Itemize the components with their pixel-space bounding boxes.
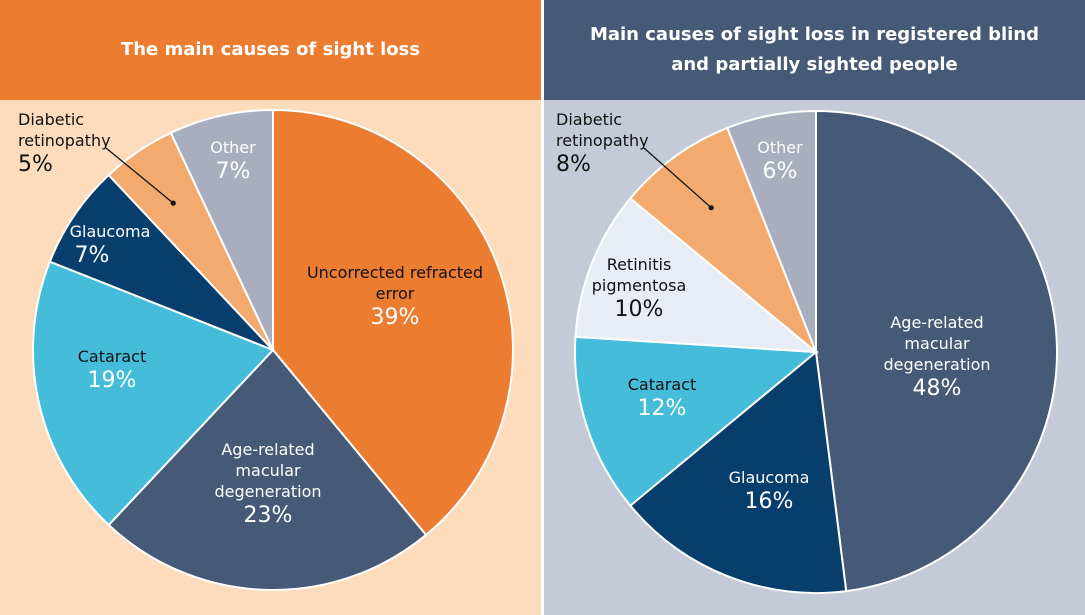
slice-label-group-age-related-macular-degeneration: Age-related macular degeneration 23% [214, 440, 321, 528]
slice-label-group-glaucoma: Glaucoma 7% [70, 222, 151, 268]
leader-line [105, 147, 174, 204]
leader-dot [708, 205, 714, 211]
slice-label: Retinitis [607, 255, 672, 274]
pie-slice-glaucoma [48, 173, 274, 351]
pie-slice-glaucoma [628, 350, 848, 594]
panel-registered-causes: Main causes of sight loss in registered … [544, 0, 1085, 615]
slice-label: Diabetic [18, 110, 84, 129]
pie-slice-other [169, 108, 274, 351]
chart-title-main-causes: The main causes of sight loss [0, 0, 541, 100]
slice-label-group-other: Other 7% [210, 138, 256, 184]
leader-dot [170, 200, 176, 206]
slice-label-group-diabetic-retinopathy: Diabetic retinopathy 5% [18, 110, 176, 206]
panel-main-causes: The main causes of sight loss Uncorrecte… [0, 0, 541, 615]
slice-value-label: 19% [88, 368, 137, 393]
slice-label: Age-related [221, 440, 314, 459]
slice-value-label: 23% [244, 503, 293, 528]
slice-label: Cataract [628, 375, 697, 394]
slice-value-label: 10% [615, 297, 664, 322]
slice-label-group-uncorrected-refracted-error: Uncorrected refracted error 39% [307, 263, 483, 330]
slice-value-label: 7% [75, 243, 110, 268]
slice-value-label: 48% [913, 376, 962, 401]
pie-slice-diabetic-retinopathy [628, 126, 817, 353]
slice-label: Other [757, 138, 803, 157]
slice-label: retinopathy [556, 131, 649, 150]
slice-label: Diabetic [556, 110, 622, 129]
slice-label: retinopathy [18, 131, 111, 150]
slice-label: Cataract [78, 347, 147, 366]
slice-label: macular [235, 461, 301, 480]
slice-label: Glaucoma [70, 222, 151, 241]
slice-value-label: 16% [745, 489, 794, 514]
chart-title-text: Main causes of sight loss in registered … [589, 24, 1040, 75]
slice-label: macular [904, 334, 970, 353]
chart-title-registered-causes: Main causes of sight loss in registered … [544, 0, 1085, 100]
chart-title-text: The main causes of sight loss [120, 39, 421, 60]
pie-slice-other [725, 109, 817, 353]
slice-label-group-glaucoma: Glaucoma 16% [729, 468, 810, 514]
slice-value-label: 7% [216, 159, 251, 184]
pie-slice-cataract [574, 335, 819, 508]
slice-label-group-cataract: Cataract 19% [78, 347, 147, 393]
slice-value-label: 12% [638, 396, 687, 421]
slice-label-group-other: Other 6% [757, 138, 803, 184]
slice-label: degeneration [214, 482, 321, 501]
pie-slice-uncorrected-refracted-error [272, 108, 514, 537]
slice-label: Glaucoma [729, 468, 810, 487]
slice-value-label: 8% [556, 152, 591, 177]
pie-slice-age-related-macular-degeneration [815, 109, 1058, 593]
slice-label-group-cataract: Cataract 12% [628, 375, 697, 421]
pie-chart-main-causes: Uncorrected refracted error 39% Age-related… [18, 108, 514, 591]
slice-label-group-diabetic-retinopathy: Diabetic retinopathy 8% [556, 110, 714, 211]
slice-value-label: 5% [18, 152, 53, 177]
slice-label-group-retinitis-pigmentosa: Retinitis pigmentosa 10% [592, 255, 687, 322]
slice-label: Age-related [890, 313, 983, 332]
pie-slice-cataract [32, 260, 275, 527]
pie-slice-retinitis-pigmentosa [574, 196, 820, 354]
slice-label: error [376, 284, 415, 303]
slice-label: Uncorrected refracted [307, 263, 483, 282]
slice-label: pigmentosa [592, 276, 687, 295]
slice-label-group-age-related-macular-degeneration: Age-related macular degeneration 48% [883, 313, 990, 401]
slice-value-label: 6% [763, 159, 798, 184]
pie-chart-registered-causes: Age-related macular degeneration 48% Glaucom… [556, 109, 1058, 594]
leader-line [643, 147, 712, 209]
slice-value-label: 39% [371, 305, 420, 330]
pie-slice-age-related-macular-degeneration [107, 348, 428, 591]
slice-label: degeneration [883, 355, 990, 374]
slice-label: Other [210, 138, 256, 157]
